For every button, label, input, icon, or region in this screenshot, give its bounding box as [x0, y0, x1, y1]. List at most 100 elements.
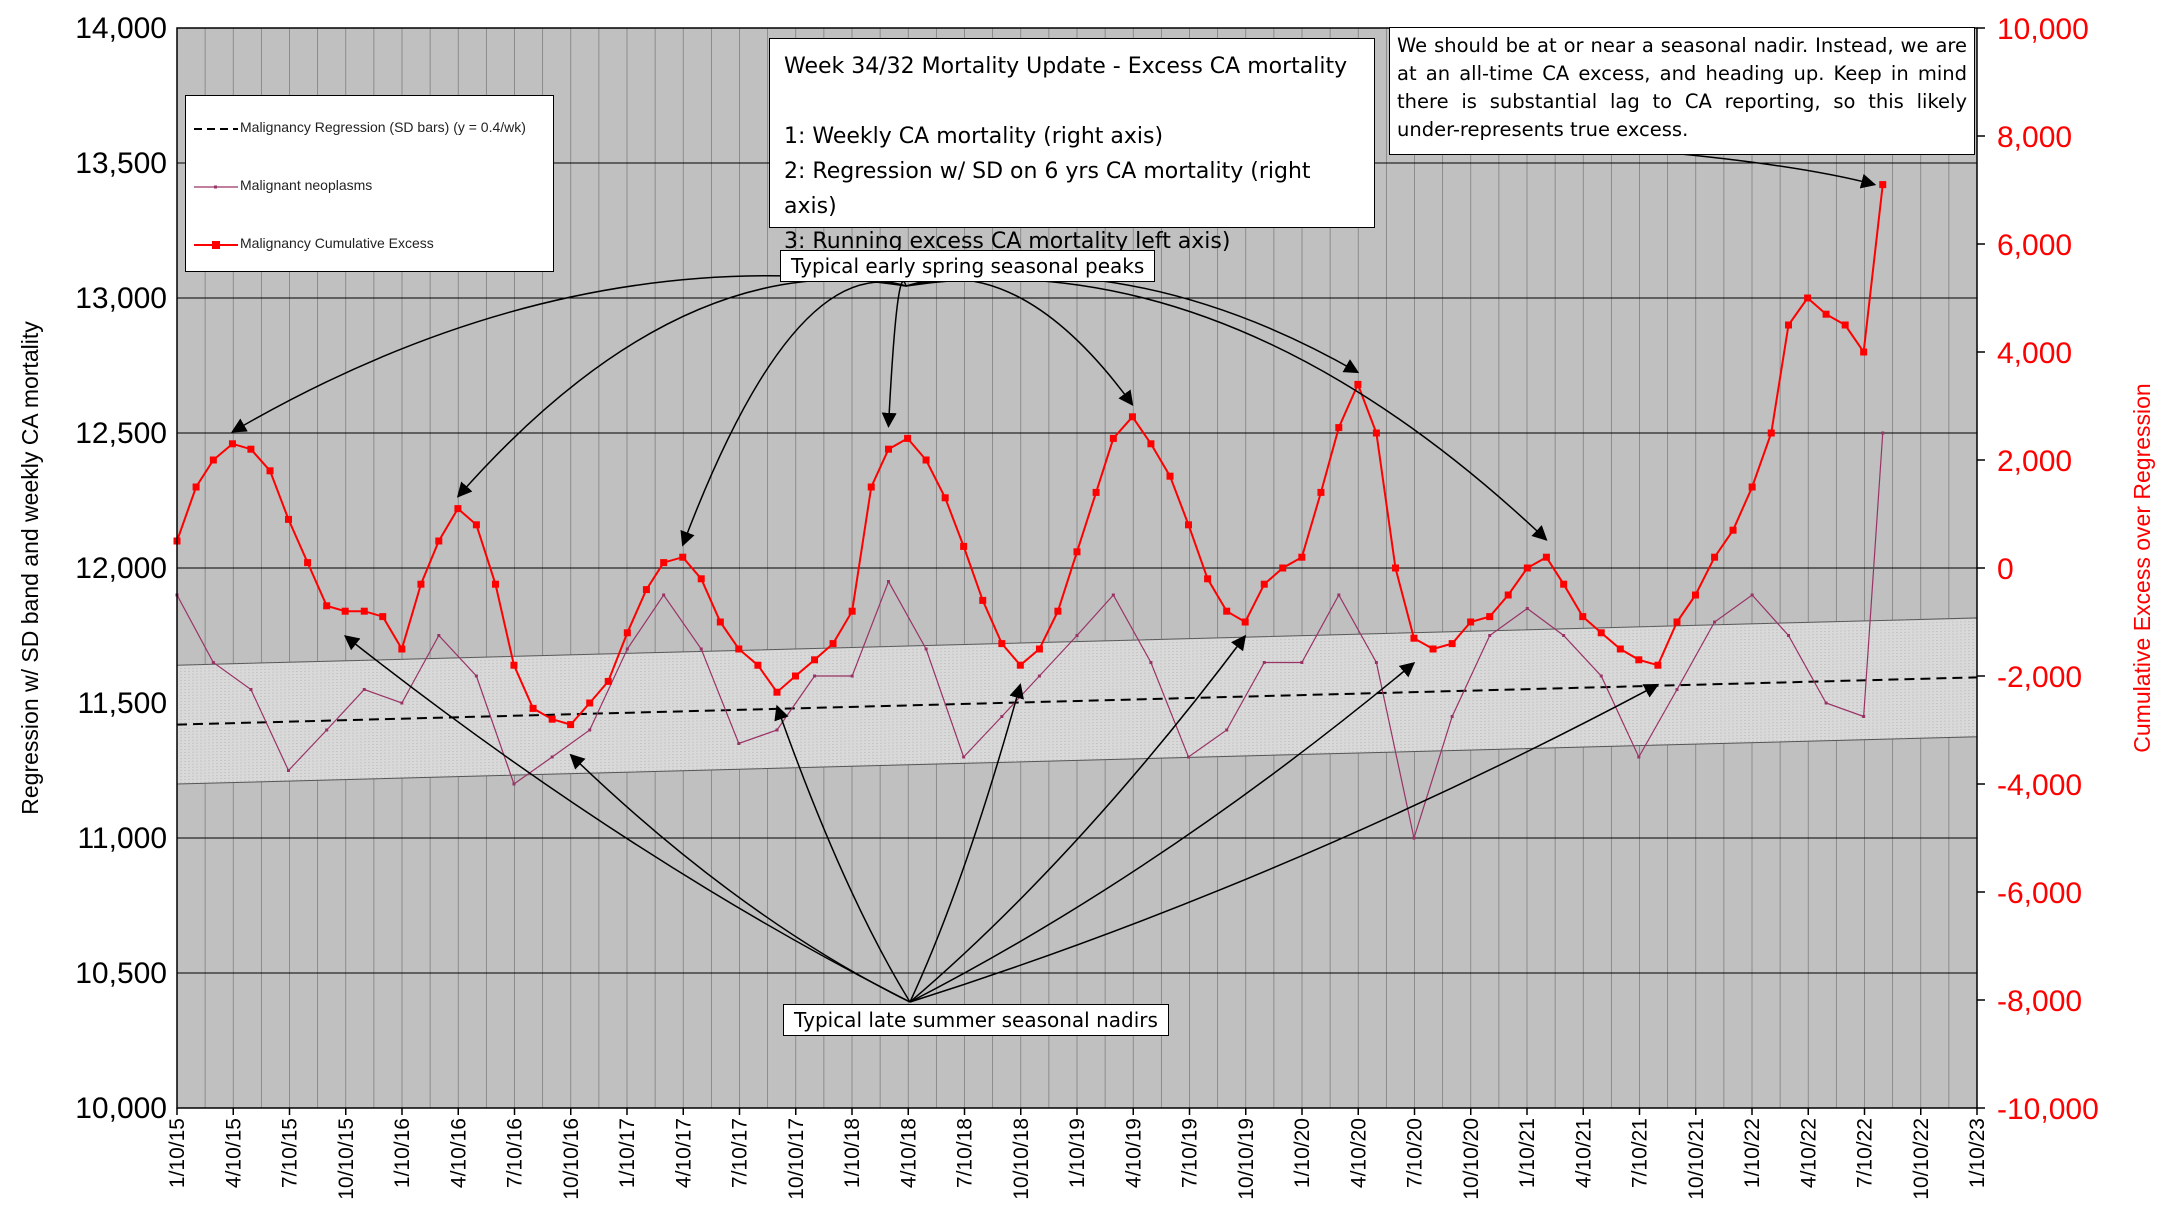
x-tick-label: 10/10/15: [335, 1118, 358, 1200]
right-tick-label: -4,000: [1997, 769, 2082, 802]
legend-item-regression: Malignancy Regression (SD bars) (y = 0.4…: [186, 118, 553, 138]
cumulative-point: [1579, 613, 1587, 621]
regression-line: [176, 676, 1978, 726]
cumulative-point: [491, 580, 499, 588]
left-tick-label: 14,000: [75, 12, 167, 45]
nadir-arrow: [909, 683, 1660, 1003]
cumulative-point: [586, 699, 594, 707]
weekly-point: [1525, 607, 1529, 610]
cumulative-point: [472, 521, 480, 529]
weekly-point: [325, 728, 329, 732]
weekly-point: [1881, 431, 1885, 435]
cumulative-point: [1391, 564, 1399, 572]
cumulative-point: [754, 661, 762, 669]
x-tick-label: 10/10/22: [1910, 1118, 1933, 1200]
cumulative-point: [773, 688, 781, 696]
cumulative-point: [1317, 488, 1325, 496]
cumulative-point: [1372, 429, 1380, 437]
x-tick-label: 1/10/19: [1066, 1118, 1089, 1188]
left-tick-label: 12,500: [75, 417, 167, 450]
legend-item-weekly: Malignant neoplasms: [186, 176, 553, 196]
right-tick-label: -10,000: [1997, 1093, 2099, 1126]
legend-label: Malignancy Cumulative Excess: [240, 235, 434, 251]
weekly-point: [1111, 593, 1115, 597]
cumulative-point: [417, 580, 425, 588]
left-tick-label: 13,000: [75, 282, 167, 315]
weekly-point: [775, 728, 779, 732]
x-axis-ticks: 1/10/15 4/10/15 7/10/15 10/10/15 1/10/16 4/10…: [166, 1108, 1989, 1200]
cumulative-point: [284, 515, 292, 523]
cumulative-point: [829, 640, 837, 648]
cumulative-point: [266, 467, 274, 475]
cumulative-point: [1073, 548, 1081, 556]
cumulative-point: [979, 596, 987, 604]
title-line-2: 2: Regression w/ SD on 6 yrs CA mortalit…: [784, 159, 1311, 219]
cumulative-point: [1109, 434, 1117, 442]
cumulative-point: [1035, 645, 1043, 653]
weekly-point: [588, 728, 592, 732]
weekly-point: [1637, 755, 1641, 759]
x-tick-label: 1/10/20: [1291, 1118, 1314, 1188]
x-tick-label: 7/10/16: [504, 1118, 527, 1188]
weekly-point: [286, 769, 290, 772]
weekly-point: [886, 580, 890, 583]
cumulative-point: [1184, 521, 1192, 529]
x-tick-label: 4/10/17: [672, 1118, 695, 1188]
cumulative-point: [867, 483, 875, 491]
right-tick-label: 0: [1997, 553, 2014, 586]
cumulative-point: [1166, 472, 1174, 480]
weekly-point: [1300, 661, 1304, 664]
cumulative-point: [1673, 618, 1681, 626]
cumulative-excess-series: [173, 181, 1887, 729]
cumulative-point: [1654, 661, 1662, 669]
weekly-point: [1337, 593, 1341, 597]
x-tick-label: 1/10/22: [1741, 1118, 1764, 1188]
cumulative-point: [604, 677, 612, 685]
right-tick-label: 6,000: [1997, 229, 2072, 262]
right-tick-label: -6,000: [1997, 877, 2082, 910]
weekly-point: [1862, 715, 1866, 718]
right-axis-ticks: -10,000 -8,000 -6,000 -4,000 -2,000 0 2,000 4,0…: [1977, 13, 2099, 1126]
nadir-arrow: [909, 634, 1247, 1003]
cumulative-point: [941, 494, 949, 502]
cumulative-point: [209, 456, 217, 464]
cumulative-point: [1597, 629, 1605, 637]
weekly-point: [1412, 836, 1416, 840]
cumulative-point: [360, 607, 368, 615]
nadirs-annotation: Typical late summer seasonal nadirs: [783, 1004, 1169, 1036]
x-tick-label: 10/10/21: [1685, 1118, 1708, 1200]
x-tick-label: 7/10/18: [954, 1118, 977, 1188]
cumulative-point: [247, 445, 255, 453]
nadir-arrow: [909, 662, 1416, 1003]
weekly-point: [662, 593, 666, 597]
weekly-point: [924, 647, 928, 651]
nadir-arrow: [774, 704, 911, 1003]
cumulative-point: [1784, 321, 1792, 329]
x-tick-label: 1/10/18: [841, 1118, 864, 1188]
cumulative-point: [642, 586, 650, 594]
cumulative-point: [1410, 634, 1418, 642]
title-line-1: 1: Weekly CA mortality (right axis): [784, 124, 1164, 149]
cumulative-point: [1691, 591, 1699, 599]
cumulative-point: [341, 607, 349, 615]
x-tick-label: 7/10/19: [1179, 1118, 1202, 1188]
weekly-point: [362, 688, 366, 691]
cumulative-point: [1486, 613, 1494, 621]
left-axis-ticks: 10,000 10,500 11,000 11,500 12,000 12,500 13,0…: [75, 12, 167, 1125]
weekly-point: [737, 742, 741, 745]
right-tick-label: 8,000: [1997, 121, 2072, 154]
left-tick-label: 11,500: [77, 687, 167, 720]
weekly-point: [1562, 634, 1566, 637]
legend-swatch-weekly: [194, 185, 238, 189]
cumulative-point: [1804, 294, 1812, 302]
legend-label: Malignant neoplasms: [240, 177, 373, 193]
weekly-point: [699, 647, 703, 651]
note-box: We should be at or near a seasonal nadir…: [1389, 27, 1975, 155]
weekly-point: [1225, 728, 1229, 732]
cumulative-point: [1298, 553, 1306, 561]
cumulative-point: [1054, 607, 1062, 615]
x-tick-label: 4/10/15: [222, 1118, 245, 1188]
cumulative-point: [716, 618, 724, 626]
cumulative-point: [1467, 618, 1475, 626]
right-tick-label: 2,000: [1997, 445, 2072, 478]
